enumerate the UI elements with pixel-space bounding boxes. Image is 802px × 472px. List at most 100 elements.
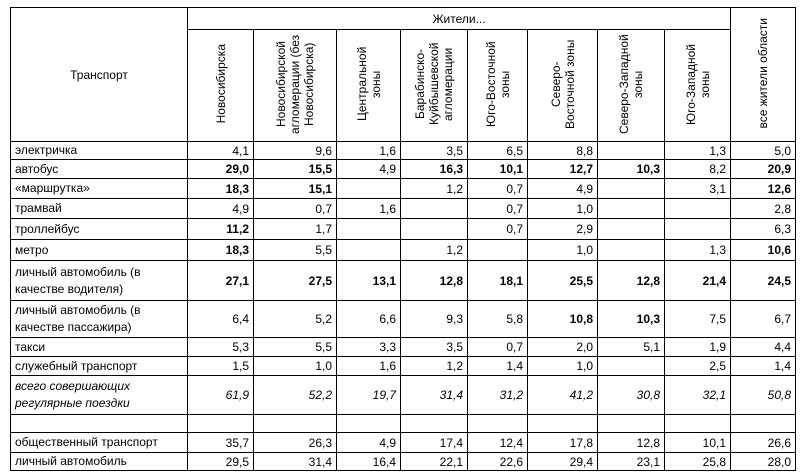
table-cell <box>663 218 732 240</box>
header-text: Северо-Восточной зоны <box>548 39 577 129</box>
header-text: Центральной зоны <box>354 46 383 122</box>
table-cell: 15,1 <box>253 178 337 199</box>
table-row: общественный транспорт 35,7 26,3 4,9 17,4 12,… <box>10 432 797 453</box>
table-cell: 12,7 <box>527 159 598 179</box>
table-cell: 8,8 <box>527 141 598 160</box>
table-cell: 26,6 <box>730 432 797 453</box>
table-cell: 1,6 <box>336 356 401 376</box>
table-row: личный автомобиль (в качестве водителя) 2… <box>10 260 797 301</box>
table-cell: 29,4 <box>527 452 598 471</box>
table-cell <box>730 414 797 433</box>
table-cell: 6,4 <box>187 300 254 338</box>
row-label: «маршрутка» <box>10 178 188 199</box>
table-cell <box>253 414 337 433</box>
table-cell: 52,2 <box>253 375 337 415</box>
table-cell: 10,3 <box>597 159 665 179</box>
table-cell <box>336 178 401 199</box>
table-cell: 12,8 <box>597 260 665 301</box>
table-cell: 18,1 <box>467 260 528 301</box>
column-header: Новосибирской агломерации (без Новосибир… <box>253 29 337 142</box>
table-cell: 15,5 <box>253 159 337 179</box>
table-row: личный автомобиль (в качестве пассажира)… <box>10 300 797 338</box>
row-label: общественный транспорт <box>10 432 188 453</box>
table-row: личный автомобиль 29,5 31,4 16,4 22,1 22,6 29,… <box>10 452 797 471</box>
table-cell: 61,9 <box>187 375 254 415</box>
table-cell: 29,5 <box>187 452 254 471</box>
column-header: Северо-Восточной зоны <box>527 29 598 142</box>
header-text: все жители области <box>756 17 771 129</box>
table-row <box>10 414 797 433</box>
table-cell: 5,0 <box>730 141 797 160</box>
table-cell: 3,3 <box>336 337 401 357</box>
table-cell: 3,1 <box>663 178 732 199</box>
corner-header: Транспорт <box>10 7 188 142</box>
table-cell <box>597 218 665 240</box>
table-cell: 18,3 <box>187 178 254 199</box>
header-text: Юго-Западной зоны <box>683 43 712 125</box>
column-header: Юго-Западной зоны <box>663 29 732 142</box>
table-cell <box>663 198 732 219</box>
table-cell: 41,2 <box>527 375 598 415</box>
table-cell <box>663 414 732 433</box>
column-header: Северо-Западной зоны <box>597 29 665 142</box>
table-cell: 22,1 <box>400 452 468 471</box>
table-cell: 1,9 <box>663 337 732 357</box>
table-cell: 24,5 <box>730 260 797 301</box>
row-label: личный автомобиль (в качестве пассажира) <box>10 300 188 338</box>
table-cell: 9,6 <box>253 141 337 160</box>
table-cell: 10,3 <box>597 300 665 338</box>
table-cell <box>597 141 665 160</box>
table-cell: 1,0 <box>527 239 598 261</box>
table-cell: 17,8 <box>527 432 598 453</box>
table-cell: 20,9 <box>730 159 797 179</box>
column-header: Юго-Восточной зоны <box>467 29 528 142</box>
table-cell: 4,1 <box>187 141 254 160</box>
table-cell <box>597 239 665 261</box>
table-cell: 4,4 <box>730 337 797 357</box>
table-cell: 4,9 <box>336 159 401 179</box>
row-label: служебный транспорт <box>10 356 188 376</box>
table-cell: 2,8 <box>730 198 797 219</box>
table-cell <box>597 198 665 219</box>
table-cell: 19,7 <box>336 375 401 415</box>
table-cell <box>187 414 254 433</box>
table-cell: 1,4 <box>730 356 797 376</box>
table-cell: 25,5 <box>527 260 598 301</box>
row-label: электричка <box>10 141 188 160</box>
table-cell <box>467 414 528 433</box>
table-cell: 10,1 <box>663 432 732 453</box>
table-cell: 5,2 <box>253 300 337 338</box>
row-label: метро <box>10 239 188 261</box>
table-cell: 1,7 <box>253 218 337 240</box>
table-cell <box>400 198 468 219</box>
table-cell: 25,8 <box>663 452 732 471</box>
header-text: Юго-Восточной зоны <box>483 41 512 127</box>
table-cell: 17,4 <box>400 432 468 453</box>
table-cell: 10,1 <box>467 159 528 179</box>
table-cell: 13,1 <box>336 260 401 301</box>
column-header: Центральной зоны <box>336 29 401 142</box>
header-text: Барабинско-Куйбышевской агломерации <box>413 42 455 126</box>
table-cell <box>467 239 528 261</box>
header-text: Новосибирской агломерации (без Новосибир… <box>274 34 316 134</box>
table-cell: 16,3 <box>400 159 468 179</box>
table-cell: 26,3 <box>253 432 337 453</box>
table-cell <box>597 414 665 433</box>
table-cell: 1,0 <box>527 198 598 219</box>
header-row: Новосибирска Новосибирской агломерации (б… <box>11 29 796 142</box>
table-cell: 5,1 <box>597 337 665 357</box>
table-cell: 0,7 <box>467 337 528 357</box>
table-cell: 50,8 <box>730 375 797 415</box>
table-cell: 0,7 <box>467 178 528 199</box>
table-cell <box>336 414 401 433</box>
table-row: автобус 29,0 15,5 4,9 16,3 10,1 12,7 10,3 8,2 20,… <box>10 159 797 179</box>
table-cell: 1,6 <box>336 141 401 160</box>
row-label: всего совершающих регулярные поездки <box>10 375 188 415</box>
table-cell: 5,5 <box>253 239 337 261</box>
row-label: личный автомобиль (в качестве водителя) <box>10 260 188 301</box>
table-cell: 8,2 <box>663 159 732 179</box>
table-cell: 1,0 <box>253 356 337 376</box>
table-cell: 5,3 <box>187 337 254 357</box>
table-cell: 9,3 <box>400 300 468 338</box>
table-cell <box>597 356 665 376</box>
